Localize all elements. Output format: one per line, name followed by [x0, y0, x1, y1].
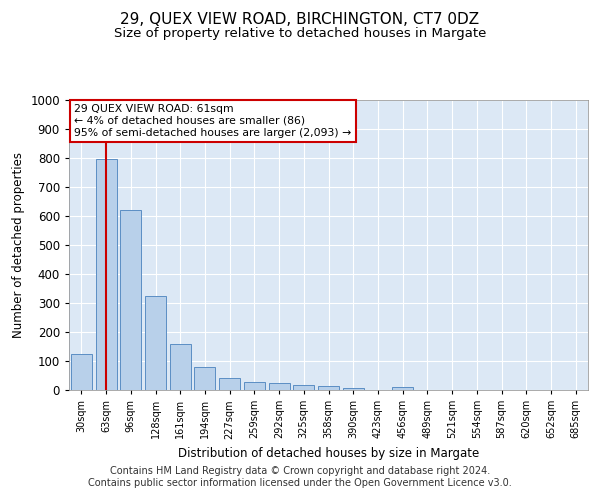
Bar [145, 296, 166, 390]
Bar [170, 344, 191, 390]
Text: 29 QUEX VIEW ROAD: 61sqm
← 4% of detached houses are smaller (86)
95% of semi-de: 29 QUEX VIEW ROAD: 61sqm ← 4% of detache… [74, 104, 352, 138]
Bar [120, 210, 141, 390]
Bar [71, 354, 92, 390]
Bar [244, 382, 265, 390]
Bar [293, 385, 314, 390]
Bar [269, 384, 290, 390]
Bar [343, 388, 364, 390]
X-axis label: Distribution of detached houses by size in Margate: Distribution of detached houses by size … [178, 447, 479, 460]
Bar [392, 387, 413, 390]
Text: Size of property relative to detached houses in Margate: Size of property relative to detached ho… [114, 28, 486, 40]
Bar [95, 160, 116, 390]
Y-axis label: Number of detached properties: Number of detached properties [12, 152, 25, 338]
Bar [219, 378, 240, 390]
Text: Contains HM Land Registry data © Crown copyright and database right 2024.
Contai: Contains HM Land Registry data © Crown c… [88, 466, 512, 487]
Bar [194, 368, 215, 390]
Bar [318, 386, 339, 390]
Text: 29, QUEX VIEW ROAD, BIRCHINGTON, CT7 0DZ: 29, QUEX VIEW ROAD, BIRCHINGTON, CT7 0DZ [121, 12, 479, 28]
